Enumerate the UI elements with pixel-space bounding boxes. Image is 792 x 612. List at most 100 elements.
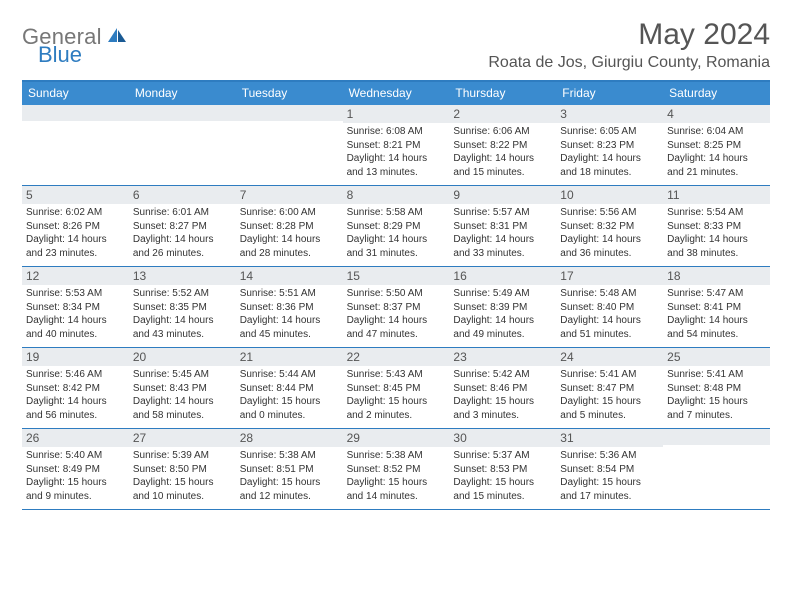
day-header: Tuesday [236, 82, 343, 105]
day-header: Monday [129, 82, 236, 105]
day-header: Saturday [663, 82, 770, 105]
day-number: 30 [449, 429, 556, 447]
day-number: 18 [663, 267, 770, 285]
day-number [22, 105, 129, 121]
day-cell: 1 Sunrise: 6:08 AMSunset: 8:21 PMDaylight… [343, 105, 450, 185]
day-number: 4 [663, 105, 770, 123]
day-cell: 9 Sunrise: 5:57 AMSunset: 8:31 PMDaylight… [449, 186, 556, 266]
page: General Blue May 2024 Roata de Jos, Giur… [0, 0, 792, 520]
day-details: Sunrise: 5:52 AMSunset: 8:35 PMDaylight:… [133, 287, 232, 341]
week-row: 26Sunrise: 5:40 AMSunset: 8:49 PMDayligh… [22, 429, 770, 510]
day-number [236, 105, 343, 121]
day-details: Sunrise: 5:51 AMSunset: 8:36 PMDaylight:… [240, 287, 339, 341]
day-number: 17 [556, 267, 663, 285]
day-number: 31 [556, 429, 663, 447]
day-details: Sunrise: 5:47 AMSunset: 8:41 PMDaylight:… [667, 287, 766, 341]
day-cell: 12 Sunrise: 5:53 AMSunset: 8:34 PMDayligh… [22, 267, 129, 347]
day-number: 29 [343, 429, 450, 447]
day-number: 24 [556, 348, 663, 366]
day-number: 16 [449, 267, 556, 285]
day-details: Sunrise: 6:04 AMSunset: 8:25 PMDaylight:… [667, 125, 766, 179]
day-cell [22, 105, 129, 185]
day-cell: 25Sunrise: 5:41 AMSunset: 8:48 PMDayligh… [663, 348, 770, 428]
day-details: Sunrise: 5:37 AMSunset: 8:53 PMDaylight:… [453, 449, 552, 503]
calendar: SundayMondayTuesdayWednesdayThursdayFrid… [22, 80, 770, 510]
day-number: 28 [236, 429, 343, 447]
day-cell: 24Sunrise: 5:41 AMSunset: 8:47 PMDayligh… [556, 348, 663, 428]
day-number: 13 [129, 267, 236, 285]
day-header-row: SundayMondayTuesdayWednesdayThursdayFrid… [22, 82, 770, 105]
day-number: 15 [343, 267, 450, 285]
day-cell: 13 Sunrise: 5:52 AMSunset: 8:35 PMDayligh… [129, 267, 236, 347]
day-details: Sunrise: 6:00 AMSunset: 8:28 PMDaylight:… [240, 206, 339, 260]
day-cell [663, 429, 770, 509]
day-cell: 3Sunrise: 6:05 AMSunset: 8:23 PMDaylight… [556, 105, 663, 185]
day-number: 9 [449, 186, 556, 204]
logo-text-blue: Blue [38, 42, 82, 68]
day-number: 22 [343, 348, 450, 366]
day-cell: 7Sunrise: 6:00 AMSunset: 8:28 PMDaylight… [236, 186, 343, 266]
day-number: 5 [22, 186, 129, 204]
day-header: Friday [556, 82, 663, 105]
day-header: Wednesday [343, 82, 450, 105]
day-header: Thursday [449, 82, 556, 105]
day-cell: 10 Sunrise: 5:56 AMSunset: 8:32 PMDayligh… [556, 186, 663, 266]
day-number: 12 [22, 267, 129, 285]
day-details: Sunrise: 5:54 AMSunset: 8:33 PMDaylight:… [667, 206, 766, 260]
day-details: Sunrise: 5:39 AMSunset: 8:50 PMDaylight:… [133, 449, 232, 503]
day-number: 10 [556, 186, 663, 204]
day-number: 27 [129, 429, 236, 447]
day-number: 23 [449, 348, 556, 366]
day-number: 11 [663, 186, 770, 204]
day-number: 2 [449, 105, 556, 123]
header: General Blue May 2024 Roata de Jos, Giur… [22, 18, 770, 72]
day-cell: 20Sunrise: 5:45 AMSunset: 8:43 PMDayligh… [129, 348, 236, 428]
day-cell: 18 Sunrise: 5:47 AMSunset: 8:41 PMDayligh… [663, 267, 770, 347]
day-cell: 6Sunrise: 6:01 AMSunset: 8:27 PMDaylight… [129, 186, 236, 266]
day-cell: 30 Sunrise: 5:37 AMSunset: 8:53 PMDayligh… [449, 429, 556, 509]
day-number: 8 [343, 186, 450, 204]
day-cell: 31Sunrise: 5:36 AMSunset: 8:54 PMDayligh… [556, 429, 663, 509]
day-cell: 26Sunrise: 5:40 AMSunset: 8:49 PMDayligh… [22, 429, 129, 509]
day-cell: 29 Sunrise: 5:38 AMSunset: 8:52 PMDayligh… [343, 429, 450, 509]
day-cell [236, 105, 343, 185]
day-details: Sunrise: 6:02 AMSunset: 8:26 PMDaylight:… [26, 206, 125, 260]
day-cell: 17 Sunrise: 5:48 AMSunset: 8:40 PMDayligh… [556, 267, 663, 347]
day-cell: 14 Sunrise: 5:51 AMSunset: 8:36 PMDayligh… [236, 267, 343, 347]
day-cell: 27 Sunrise: 5:39 AMSunset: 8:50 PMDayligh… [129, 429, 236, 509]
day-details: Sunrise: 5:56 AMSunset: 8:32 PMDaylight:… [560, 206, 659, 260]
day-cell: 28Sunrise: 5:38 AMSunset: 8:51 PMDayligh… [236, 429, 343, 509]
day-cell: 15Sunrise: 5:50 AMSunset: 8:37 PMDayligh… [343, 267, 450, 347]
day-number: 1 [343, 105, 450, 123]
day-cell: 11 Sunrise: 5:54 AMSunset: 8:33 PMDayligh… [663, 186, 770, 266]
day-number [663, 429, 770, 445]
day-cell: 5 Sunrise: 6:02 AMSunset: 8:26 PMDaylight… [22, 186, 129, 266]
day-details: Sunrise: 6:01 AMSunset: 8:27 PMDaylight:… [133, 206, 232, 260]
day-number: 14 [236, 267, 343, 285]
day-cell: 21 Sunrise: 5:44 AMSunset: 8:44 PMDayligh… [236, 348, 343, 428]
day-cell [129, 105, 236, 185]
sail-icon [106, 26, 128, 49]
title-block: May 2024 Roata de Jos, Giurgiu County, R… [488, 18, 770, 72]
day-details: Sunrise: 5:42 AMSunset: 8:46 PMDaylight:… [453, 368, 552, 422]
day-details: Sunrise: 5:57 AMSunset: 8:31 PMDaylight:… [453, 206, 552, 260]
day-details: Sunrise: 6:08 AMSunset: 8:21 PMDaylight:… [347, 125, 446, 179]
day-number: 26 [22, 429, 129, 447]
day-details: Sunrise: 5:43 AMSunset: 8:45 PMDaylight:… [347, 368, 446, 422]
page-title: May 2024 [488, 18, 770, 52]
day-details: Sunrise: 5:44 AMSunset: 8:44 PMDaylight:… [240, 368, 339, 422]
day-cell: 2 Sunrise: 6:06 AMSunset: 8:22 PMDaylight… [449, 105, 556, 185]
day-details: Sunrise: 5:48 AMSunset: 8:40 PMDaylight:… [560, 287, 659, 341]
week-row: 5 Sunrise: 6:02 AMSunset: 8:26 PMDaylight… [22, 186, 770, 267]
day-details: Sunrise: 5:53 AMSunset: 8:34 PMDaylight:… [26, 287, 125, 341]
day-details: Sunrise: 5:38 AMSunset: 8:52 PMDaylight:… [347, 449, 446, 503]
day-details: Sunrise: 5:45 AMSunset: 8:43 PMDaylight:… [133, 368, 232, 422]
day-details: Sunrise: 5:49 AMSunset: 8:39 PMDaylight:… [453, 287, 552, 341]
day-number: 19 [22, 348, 129, 366]
day-cell: 23 Sunrise: 5:42 AMSunset: 8:46 PMDayligh… [449, 348, 556, 428]
day-details: Sunrise: 6:06 AMSunset: 8:22 PMDaylight:… [453, 125, 552, 179]
day-cell: 16 Sunrise: 5:49 AMSunset: 8:39 PMDayligh… [449, 267, 556, 347]
day-cell: 19Sunrise: 5:46 AMSunset: 8:42 PMDayligh… [22, 348, 129, 428]
day-number [129, 105, 236, 121]
day-number: 21 [236, 348, 343, 366]
